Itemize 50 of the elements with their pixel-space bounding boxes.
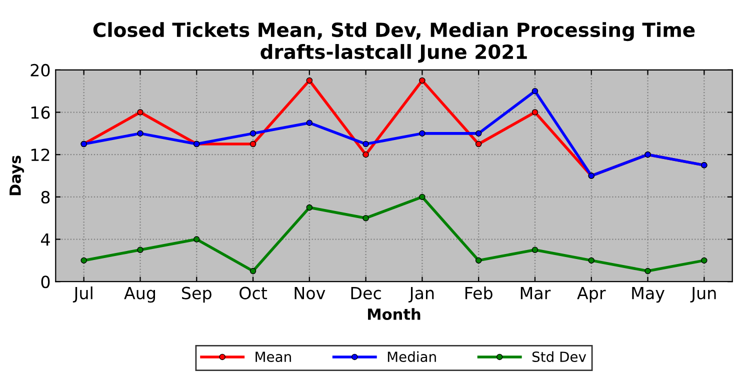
x-tick-label: Dec: [351, 286, 381, 300]
legend-label: Mean: [256, 352, 291, 362]
point: [475, 140, 482, 148]
point: [362, 140, 369, 148]
legend-label: Median: [388, 351, 436, 362]
x-tick-label: Mar: [520, 286, 551, 300]
x-tick-label: Sep: [182, 286, 212, 303]
x-tick-label: Aug: [124, 286, 155, 303]
x-axis-title: Month: [368, 308, 420, 320]
y-tick-label: 20: [30, 64, 50, 76]
point: [250, 268, 256, 274]
x-tick-label: Feb: [465, 286, 492, 300]
point: [532, 246, 538, 253]
y-tick-label: 4: [41, 233, 50, 246]
point: [532, 109, 538, 116]
point: [306, 77, 313, 84]
y-tick-label: 0: [41, 276, 50, 288]
point: [362, 151, 369, 158]
x-tick-label: May: [632, 286, 664, 303]
point: [701, 257, 708, 264]
y-tick-label: 8: [41, 190, 50, 204]
x-tick-label: Jun: [690, 286, 716, 302]
legend-label: Std Dev: [532, 351, 586, 362]
point: [532, 88, 538, 94]
point: [644, 268, 651, 274]
point: [419, 77, 426, 84]
x-tick-label: Apr: [577, 286, 606, 303]
x-tick-label: Nov: [294, 286, 326, 300]
x-tick-label: Oct: [240, 286, 268, 300]
chart-title: Closed Tickets Mean, Std Dev, Median Processing Time drafts-lastcall June 2021: [93, 22, 695, 63]
y-axis-title: Days: [10, 156, 24, 196]
point: [137, 109, 144, 116]
point: [250, 140, 256, 148]
point: [137, 130, 144, 137]
point: [475, 130, 482, 137]
point: [475, 257, 482, 264]
point: [194, 236, 200, 242]
point: [137, 246, 144, 253]
point: [80, 257, 87, 264]
y-tick-label: 12: [31, 148, 50, 161]
point: [419, 130, 426, 137]
point: [250, 130, 256, 137]
y-tick-label: 16: [31, 106, 50, 119]
point: [362, 214, 369, 222]
x-tick-label: Jan: [408, 286, 434, 302]
x-tick-label: Jul: [72, 286, 92, 302]
point: [306, 204, 313, 211]
point: [588, 257, 594, 264]
point: [419, 194, 426, 200]
point: [306, 120, 313, 126]
